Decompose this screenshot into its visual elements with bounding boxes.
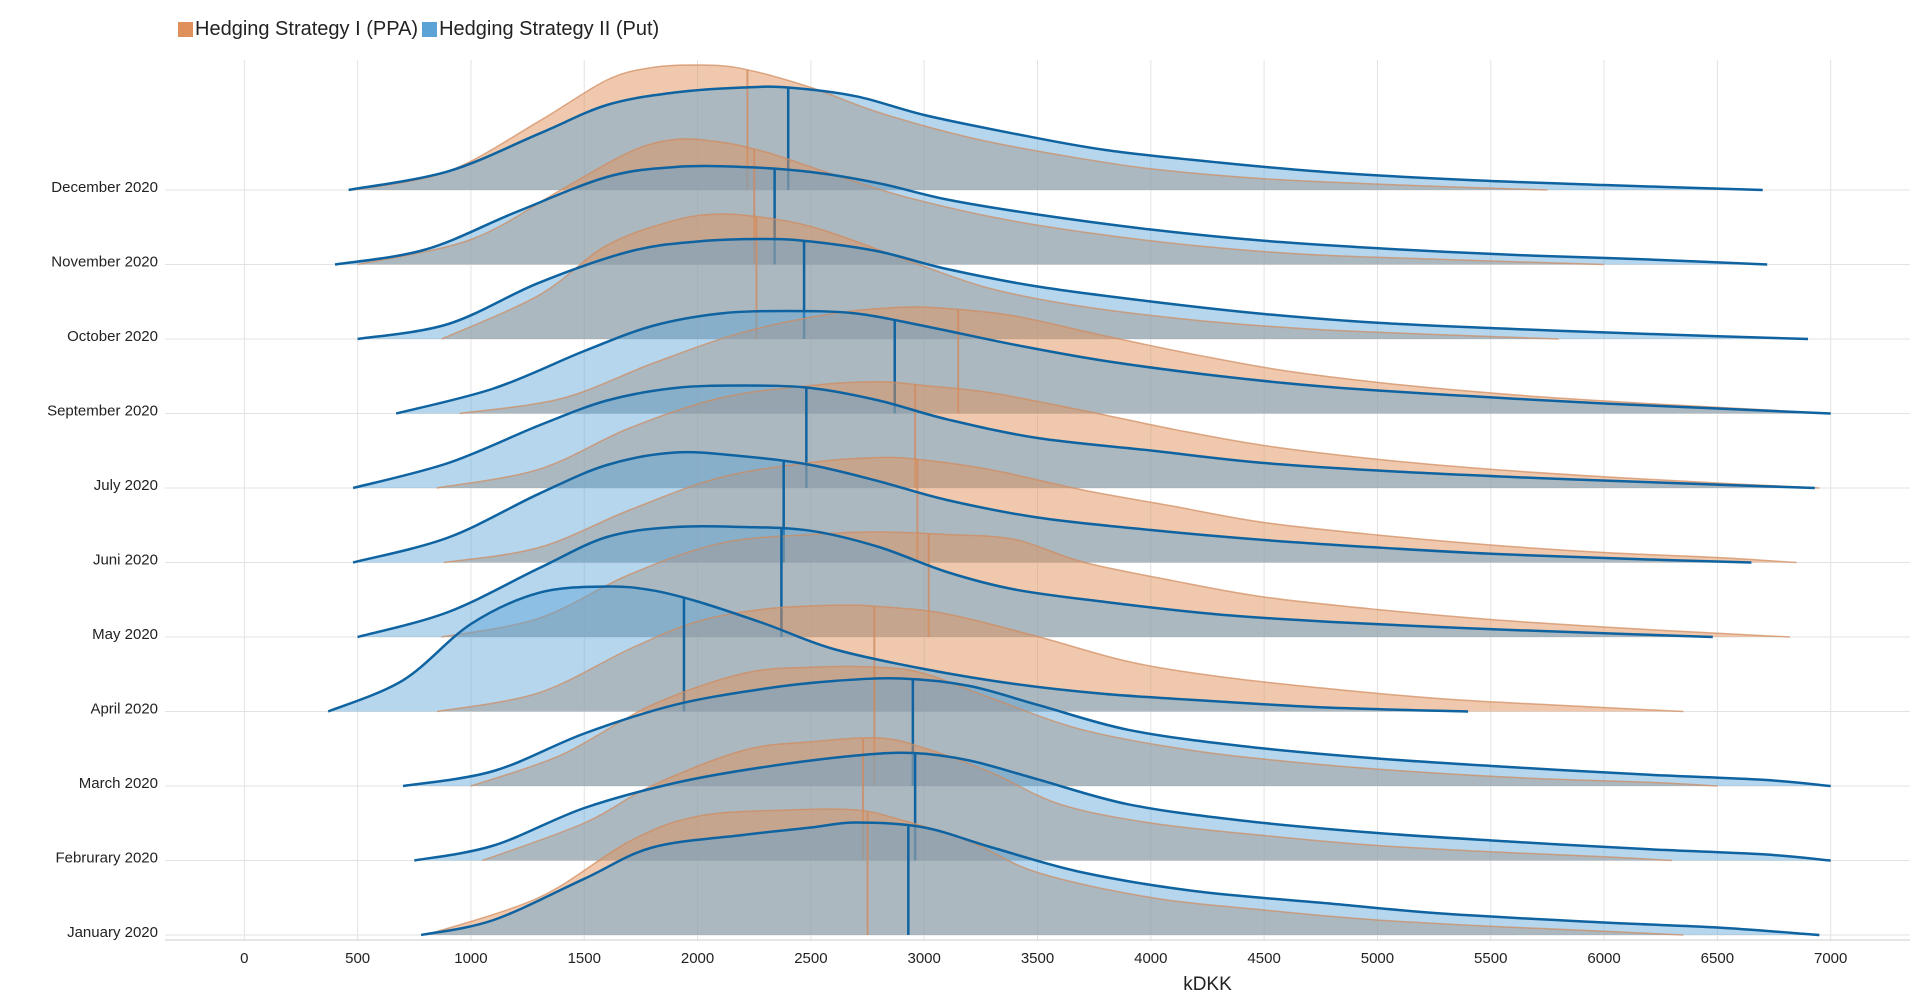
category-label: Februrary 2020 bbox=[55, 850, 158, 867]
category-label: September 2020 bbox=[47, 403, 158, 420]
density-line-put bbox=[402, 677, 1831, 788]
category-label: Juni 2020 bbox=[93, 552, 158, 569]
density-line-ppa bbox=[482, 737, 1673, 862]
density-line-put bbox=[357, 237, 1809, 341]
x-tick-label: 6500 bbox=[1701, 950, 1734, 967]
density-line-put bbox=[327, 585, 1469, 713]
density-line-put bbox=[395, 309, 1831, 415]
legend-label-put: Hedging Strategy II (Put) bbox=[439, 18, 660, 40]
x-tick-label: 500 bbox=[345, 950, 370, 967]
ridge-row bbox=[348, 64, 1763, 192]
category-label: July 2020 bbox=[94, 477, 158, 494]
density-line-put bbox=[334, 164, 1768, 266]
x-tick-label: 4500 bbox=[1247, 950, 1280, 967]
x-tick-label: 4000 bbox=[1134, 950, 1167, 967]
density-line-put bbox=[420, 821, 1820, 937]
density-fill-put bbox=[353, 452, 1752, 563]
legend-swatch-ppa bbox=[178, 22, 193, 37]
ridge-layer bbox=[327, 64, 1831, 937]
category-label: January 2020 bbox=[67, 924, 158, 941]
x-tick-label: 1000 bbox=[454, 950, 487, 967]
legend-item-ppa[interactable]: Hedging Strategy I (PPA) bbox=[178, 18, 418, 41]
category-label: April 2020 bbox=[90, 701, 158, 718]
x-axis: 0 500 1000 1500 2000 2500 3000 3500 4000 4500 5000… bbox=[165, 939, 1910, 967]
density-line-ppa bbox=[425, 808, 1684, 936]
density-fill-ppa bbox=[425, 808, 1684, 935]
ridge-row bbox=[420, 808, 1820, 937]
density-fill-put bbox=[357, 526, 1713, 637]
density-line-ppa bbox=[443, 456, 1797, 564]
density-line-ppa bbox=[352, 64, 1548, 191]
density-line-ppa bbox=[436, 604, 1684, 713]
x-tick-label: 6000 bbox=[1587, 950, 1620, 967]
density-line-ppa bbox=[441, 531, 1790, 638]
category-labels: January 2020 Februrary 2020 March 2020 Apri… bbox=[47, 179, 158, 941]
density-line-ppa bbox=[436, 381, 1820, 489]
density-line-put bbox=[352, 384, 1815, 490]
x-tick-label: 2000 bbox=[681, 950, 714, 967]
x-tick-label: 3000 bbox=[908, 950, 941, 967]
category-label: December 2020 bbox=[51, 179, 158, 196]
density-line-put bbox=[348, 85, 1763, 192]
density-fill-put bbox=[353, 385, 1815, 488]
density-fill-ppa bbox=[441, 213, 1559, 339]
density-line-ppa bbox=[470, 665, 1718, 787]
category-label: May 2020 bbox=[92, 626, 158, 643]
density-fill-put bbox=[421, 822, 1820, 935]
density-line-put bbox=[414, 751, 1831, 862]
legend-label-ppa: Hedging Strategy I (PPA) bbox=[195, 18, 419, 40]
density-line-put bbox=[357, 524, 1713, 639]
density-fill-put bbox=[328, 586, 1469, 712]
legend-item-put[interactable]: Hedging Strategy II (Put) bbox=[422, 18, 659, 41]
x-tick-label: 3500 bbox=[1021, 950, 1054, 967]
x-axis-title: kDKK bbox=[1183, 974, 1232, 995]
legend-swatch-put bbox=[422, 22, 438, 37]
x-tick-label: 0 bbox=[240, 950, 248, 967]
density-line-ppa bbox=[459, 306, 1831, 415]
density-line-put bbox=[352, 450, 1752, 564]
x-tick-label: 2500 bbox=[794, 950, 827, 967]
category-label: October 2020 bbox=[67, 328, 158, 345]
category-label: March 2020 bbox=[79, 775, 158, 792]
x-tick-label: 7000 bbox=[1814, 950, 1847, 967]
x-tick-label: 5000 bbox=[1361, 950, 1394, 967]
x-tick-label: 5500 bbox=[1474, 950, 1507, 967]
category-label: November 2020 bbox=[51, 254, 158, 271]
legend: Hedging Strategy I (PPA) Hedging Strateg… bbox=[178, 18, 659, 41]
x-tick-label: 1500 bbox=[568, 950, 601, 967]
density-line-ppa bbox=[357, 138, 1605, 266]
density-fill-put bbox=[348, 86, 1763, 190]
